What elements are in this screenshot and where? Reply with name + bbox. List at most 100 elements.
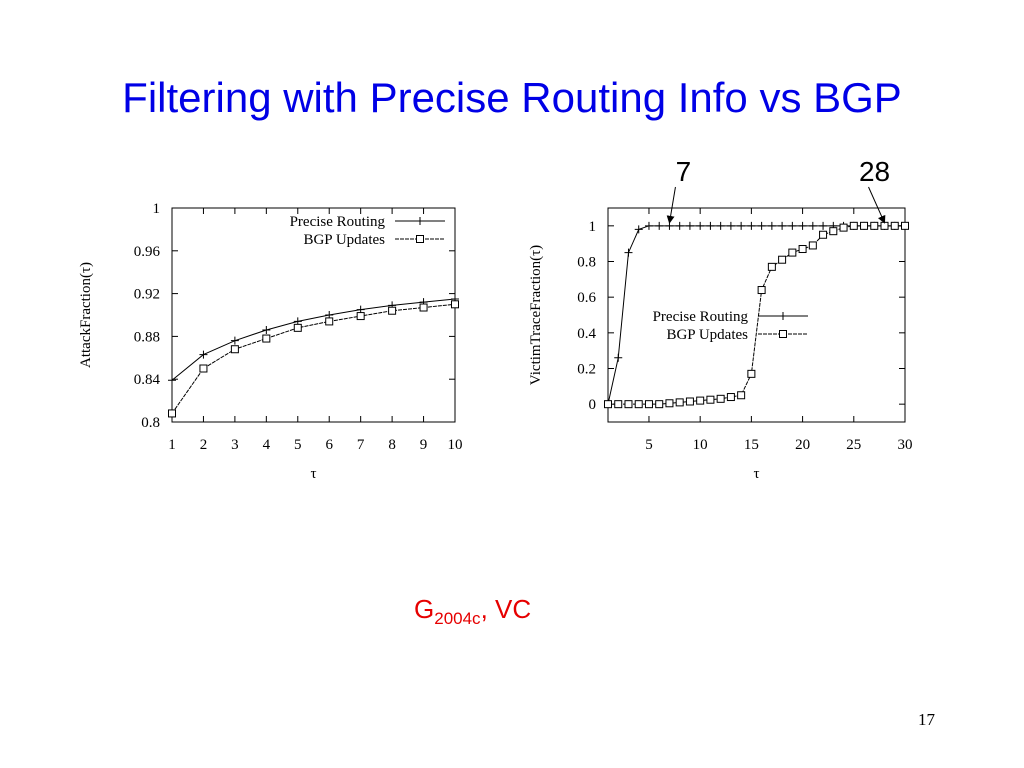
marker-square — [356, 312, 365, 321]
caption-sub: 2004c — [434, 609, 481, 628]
marker-square — [880, 221, 889, 230]
marker-square — [778, 255, 787, 264]
y-tick-label: 0.6 — [577, 290, 596, 306]
y-tick-label: 1 — [153, 201, 161, 217]
marker-plus — [747, 221, 756, 230]
marker-plus — [230, 336, 239, 345]
x-tick-label: 5 — [645, 437, 653, 453]
marker-square — [199, 364, 208, 373]
marker-square — [829, 227, 838, 236]
marker-square — [325, 317, 334, 326]
slide-title: Filtering with Precise Routing Info vs B… — [122, 74, 902, 121]
marker-square — [757, 286, 766, 295]
marker-square — [839, 223, 848, 232]
x-tick-label: 20 — [795, 437, 810, 453]
x-tick-label: 9 — [420, 437, 428, 453]
x-tick-label: 30 — [898, 437, 913, 453]
caption: G2004c, VC — [414, 594, 531, 628]
marker-square — [293, 323, 302, 332]
marker-square — [798, 245, 807, 254]
chart: 0.8 0.84 0.88 0.92 0.96 1 1 2 3 4 5 6 7 8 9 10 τ AttackFr… — [78, 201, 463, 482]
marker-square — [870, 221, 879, 230]
x-tick-label: 10 — [693, 437, 708, 453]
legend-label: Precise Routing — [653, 309, 749, 325]
marker-plus — [262, 325, 271, 334]
marker-plus — [726, 221, 735, 230]
marker-plus — [168, 376, 176, 385]
marker-square — [726, 393, 735, 402]
x-axis-label: τ — [310, 466, 316, 482]
marker-square — [624, 400, 633, 409]
marker-square — [901, 221, 909, 230]
y-tick-label: 0.8 — [141, 415, 160, 431]
x-tick-label: 3 — [231, 437, 239, 453]
marker-square — [685, 397, 694, 406]
marker-square — [168, 409, 176, 418]
x-tick-label: 5 — [294, 437, 302, 453]
legend-label: BGP Updates — [666, 327, 748, 343]
plot-frame — [171, 207, 456, 423]
x-tick-label: 2 — [200, 437, 208, 453]
x-tick-label: 1 — [168, 437, 176, 453]
annotation-label: 7 — [676, 156, 692, 187]
y-tick-label: 0.88 — [134, 329, 160, 345]
marker-plus — [634, 225, 643, 234]
marker-square — [890, 221, 899, 230]
annotation-arrow — [666, 186, 676, 224]
y-tick-label: 0.96 — [134, 244, 161, 260]
x-tick-label: 8 — [388, 437, 396, 453]
marker-square — [808, 241, 817, 250]
caption-rest: , VC — [481, 594, 532, 624]
marker-plus — [665, 221, 674, 230]
marker-plus — [757, 221, 766, 230]
marker-plus — [644, 221, 653, 230]
caption-main: G — [414, 594, 434, 624]
x-tick-label: 6 — [325, 437, 333, 453]
marker-plus — [416, 217, 424, 225]
marker-square — [788, 248, 797, 257]
marker-square — [451, 300, 459, 309]
marker-plus — [199, 350, 208, 359]
marker-square — [819, 230, 828, 239]
marker-square — [716, 394, 725, 403]
chart: 00.20.40.60.815 10 15 20 25 30τVictimTraceFra… — [528, 207, 913, 482]
marker-square — [737, 391, 746, 400]
annotation-label: 28 — [859, 156, 890, 187]
plot-frame — [607, 207, 906, 423]
marker-square — [767, 262, 776, 271]
marker-square — [849, 221, 858, 230]
marker-square — [388, 306, 397, 315]
marker-square — [706, 395, 715, 404]
y-axis-label: VictimTraceFraction(τ) — [528, 245, 544, 385]
marker-plus — [788, 221, 797, 230]
y-tick-label: 0.84 — [134, 372, 161, 388]
x-axis-label: τ — [753, 466, 759, 482]
marker-plus — [779, 312, 787, 320]
marker-square — [604, 400, 612, 409]
x-tick-label: 7 — [357, 437, 365, 453]
marker-plus — [798, 221, 807, 230]
marker-plus — [819, 221, 828, 230]
marker-plus — [716, 221, 725, 230]
marker-plus — [655, 221, 664, 230]
marker-plus — [696, 221, 705, 230]
marker-square — [230, 345, 239, 354]
page-number: 17 — [918, 710, 936, 729]
legend-label: Precise Routing — [290, 214, 386, 230]
marker-plus — [778, 221, 787, 230]
marker-square — [416, 235, 424, 243]
y-tick-label: 0.92 — [134, 287, 160, 303]
marker-plus — [685, 221, 694, 230]
marker-square — [696, 396, 705, 405]
y-axis-label: AttackFraction(τ) — [78, 262, 94, 368]
marker-square — [779, 330, 787, 338]
y-tick-label: 1 — [589, 219, 597, 235]
marker-plus — [624, 248, 633, 257]
marker-square — [262, 334, 271, 343]
marker-square — [634, 400, 643, 409]
marker-square — [644, 400, 653, 409]
legend-label: BGP Updates — [303, 232, 385, 248]
marker-plus — [808, 221, 817, 230]
marker-plus — [706, 221, 715, 230]
marker-square — [860, 221, 869, 230]
